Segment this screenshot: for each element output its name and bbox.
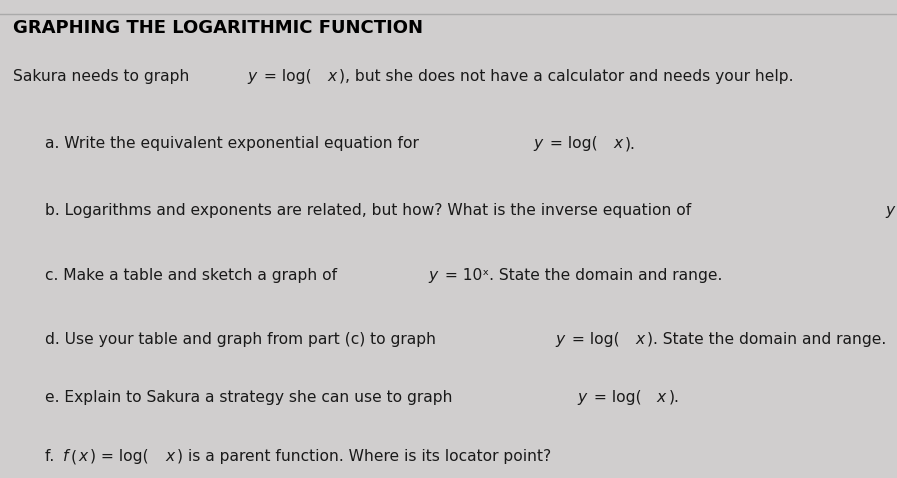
Text: c. Make a table and sketch a graph of: c. Make a table and sketch a graph of	[45, 268, 342, 282]
Text: y: y	[577, 390, 586, 404]
Text: ). State the domain and range.: ). State the domain and range.	[647, 332, 886, 347]
Text: x: x	[657, 390, 666, 404]
Text: b. Logarithms and exponents are related, but how? What is the inverse equation o: b. Logarithms and exponents are related,…	[45, 203, 696, 218]
Text: ) is a parent function. Where is its locator point?: ) is a parent function. Where is its loc…	[178, 449, 552, 464]
Text: y: y	[248, 69, 257, 84]
Text: = 10ˣ. State the domain and range.: = 10ˣ. State the domain and range.	[440, 268, 722, 282]
Text: x: x	[78, 449, 87, 464]
Text: ) = log(: ) = log(	[90, 449, 149, 464]
Text: y: y	[885, 203, 894, 218]
Text: y: y	[428, 268, 437, 282]
Text: ).: ).	[625, 136, 636, 151]
Text: = log(: = log(	[588, 390, 641, 404]
Text: GRAPHING THE LOGARITHMIC FUNCTION: GRAPHING THE LOGARITHMIC FUNCTION	[13, 19, 423, 37]
Text: ).: ).	[668, 390, 679, 404]
Text: (: (	[70, 449, 76, 464]
Text: f: f	[63, 449, 68, 464]
Text: x: x	[327, 69, 336, 84]
Text: = log(: = log(	[545, 136, 598, 151]
Text: x: x	[165, 449, 175, 464]
Text: Sakura needs to graph: Sakura needs to graph	[13, 69, 195, 84]
Text: a. Write the equivalent exponential equation for: a. Write the equivalent exponential equa…	[45, 136, 423, 151]
Text: d. Use your table and graph from part (c) to graph: d. Use your table and graph from part (c…	[45, 332, 440, 347]
Text: = log(: = log(	[568, 332, 620, 347]
Text: x: x	[614, 136, 623, 151]
Text: ), but she does not have a calculator and needs your help.: ), but she does not have a calculator an…	[339, 69, 793, 84]
Text: = log(: = log(	[259, 69, 312, 84]
Text: f.: f.	[45, 449, 59, 464]
Text: y: y	[534, 136, 543, 151]
Text: y: y	[555, 332, 565, 347]
Text: e. Explain to Sakura a strategy she can use to graph: e. Explain to Sakura a strategy she can …	[45, 390, 457, 404]
Text: x: x	[635, 332, 644, 347]
